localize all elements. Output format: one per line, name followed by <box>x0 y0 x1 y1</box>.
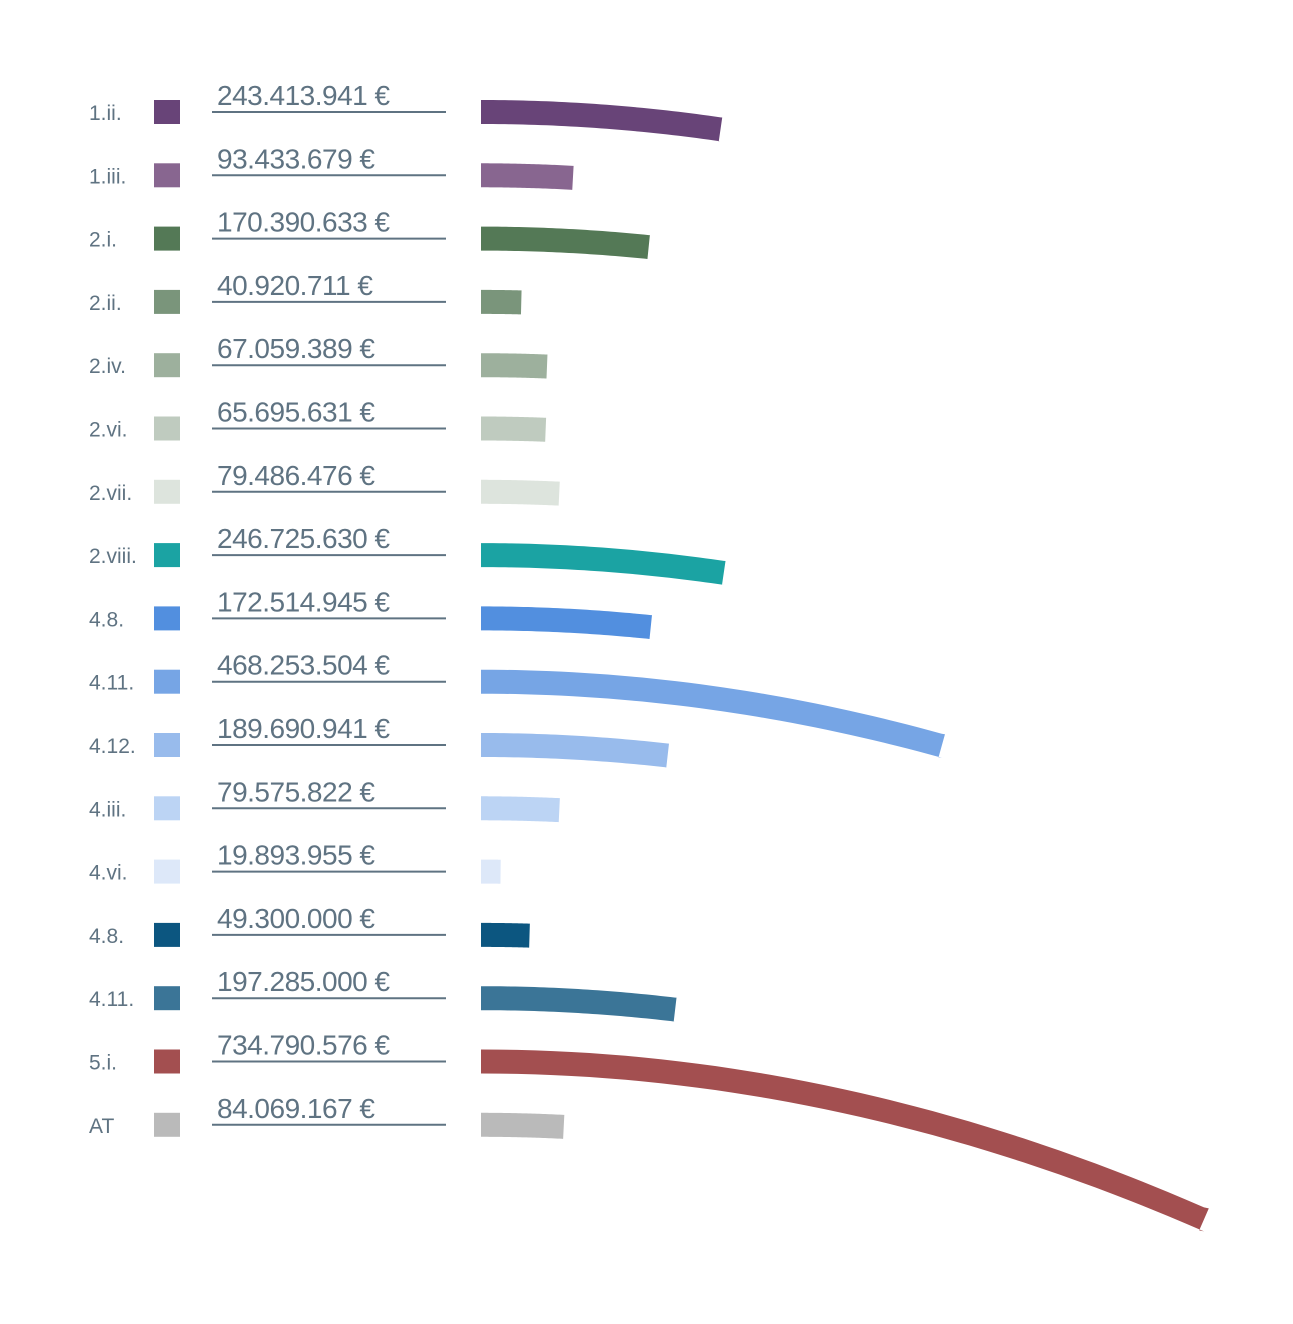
bar <box>481 1049 1209 1232</box>
value-label: 93.433.679 € <box>217 143 375 174</box>
bar <box>481 922 530 948</box>
category-label: 4.11. <box>89 988 134 1011</box>
bar-row: 2.vii. 79.486.476 € <box>89 460 560 506</box>
bar <box>481 1112 565 1139</box>
category-label: 5.i. <box>89 1052 117 1075</box>
category-label: 4.vi. <box>89 862 128 885</box>
bar <box>481 353 548 379</box>
category-label: 1.ii. <box>89 102 122 125</box>
bar-row: 4.11. 468.253.504 € <box>89 650 945 758</box>
bar <box>481 733 669 768</box>
value-label: 246.725.630 € <box>217 523 390 554</box>
value-label: 243.413.941 € <box>217 80 390 111</box>
value-label: 40.920.711 € <box>217 270 373 301</box>
category-label: 2.ii. <box>89 292 122 315</box>
legend-swatch <box>154 986 180 1011</box>
legend-swatch <box>154 922 180 947</box>
bar-row: 4.8. 172.514.945 € <box>89 586 652 640</box>
legend-swatch <box>154 543 180 568</box>
value-label: 49.300.000 € <box>217 903 375 934</box>
category-label: 4.iii. <box>89 798 126 821</box>
bar <box>481 163 574 190</box>
category-label: 4.11. <box>89 672 134 695</box>
category-label: 2.vi. <box>89 419 128 442</box>
value-label: 67.059.389 € <box>217 333 375 364</box>
bar <box>481 100 723 142</box>
category-label: 4.8. <box>89 608 124 631</box>
legend-swatch <box>154 479 180 504</box>
category-label: 2.i. <box>89 229 117 252</box>
legend-swatch <box>154 1049 180 1074</box>
legend-swatch <box>154 1112 180 1137</box>
legend-swatch <box>154 353 180 378</box>
bar-row: 2.i. 170.390.633 € <box>89 207 650 260</box>
bar-row: 2.ii. 40.920.711 € <box>89 270 522 315</box>
bar <box>481 289 522 315</box>
category-label: 2.vii. <box>89 482 132 505</box>
category-label: 4.12. <box>89 735 136 758</box>
legend-swatch <box>154 606 180 631</box>
value-label: 19.893.955 € <box>217 840 375 871</box>
value-label: 65.695.631 € <box>217 397 375 428</box>
bar-row: 4.iii. 79.575.822 € <box>89 776 560 823</box>
bar <box>481 606 652 640</box>
category-label: 2.iv. <box>89 355 126 378</box>
bar-row: 4.8. 49.300.000 € <box>89 903 530 948</box>
legend-swatch <box>154 226 180 251</box>
value-label: 172.514.945 € <box>217 586 390 617</box>
legend-swatch <box>154 669 180 694</box>
legend-swatch <box>154 796 180 821</box>
legend-swatch <box>154 163 180 188</box>
bar-row: AT 84.069.167 € <box>89 1093 565 1139</box>
value-label: 189.690.941 € <box>217 713 390 744</box>
bar-row: 1.iii. 93.433.679 € <box>89 143 574 190</box>
value-label: 197.285.000 € <box>217 966 390 997</box>
legend-swatch <box>154 416 180 441</box>
bar <box>481 986 677 1022</box>
bar-row: 1.ii. 243.413.941 € <box>89 80 723 142</box>
value-label: 468.253.504 € <box>217 650 390 681</box>
value-label: 79.575.822 € <box>217 776 375 807</box>
legend-swatch <box>154 733 180 757</box>
bar-row: 2.viii. 246.725.630 € <box>89 523 726 585</box>
category-label: 2.viii. <box>89 545 137 568</box>
bar <box>481 796 560 823</box>
bar <box>481 479 560 506</box>
bar-row: 5.i. 734.790.576 € <box>89 1030 1209 1232</box>
bar <box>481 859 501 884</box>
value-label: 734.790.576 € <box>217 1030 390 1061</box>
bar-row: 2.vi. 65.695.631 € <box>89 397 547 442</box>
value-label: 170.390.633 € <box>217 207 390 238</box>
bar-row: 4.11. 197.285.000 € <box>89 966 677 1022</box>
bar-row: 4.vi. 19.893.955 € <box>89 840 501 885</box>
legend-swatch <box>154 289 180 314</box>
bar <box>481 543 726 585</box>
bar <box>481 669 945 758</box>
bar-row: 4.12. 189.690.941 € <box>89 713 669 768</box>
category-label: 1.iii. <box>89 165 126 188</box>
bar-row: 2.iv. 67.059.389 € <box>89 333 548 379</box>
legend-swatch <box>154 859 180 884</box>
value-label: 79.486.476 € <box>217 460 375 491</box>
category-label: 4.8. <box>89 925 124 948</box>
legend-swatch <box>154 100 180 124</box>
category-label: AT <box>89 1115 114 1138</box>
bar <box>481 226 650 260</box>
value-label: 84.069.167 € <box>217 1093 375 1124</box>
bar <box>481 416 547 442</box>
